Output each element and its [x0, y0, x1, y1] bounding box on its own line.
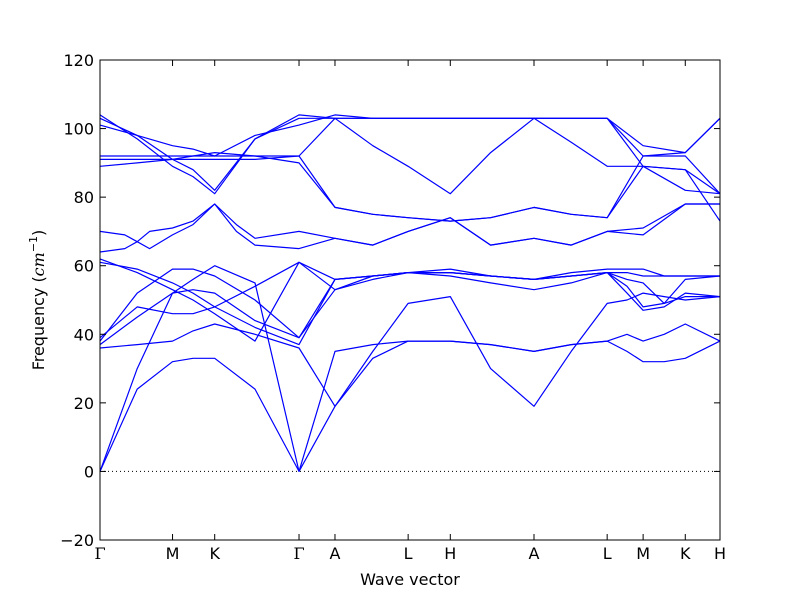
band-line-15	[99, 114, 721, 157]
y-axis-label-exponent: −1	[27, 236, 40, 252]
band-line-13	[99, 114, 721, 195]
x-tick-label: L	[404, 544, 413, 563]
band-line-10	[99, 203, 720, 246]
band-line-3	[99, 292, 721, 407]
y-tick-label: 100	[63, 120, 94, 139]
x-tick-label: L	[603, 544, 612, 563]
band-line-14	[99, 117, 721, 191]
band-line-6	[99, 261, 720, 339]
x-tick-label: A	[330, 544, 341, 563]
y-tick-label: 80	[74, 188, 94, 207]
y-tick-label: 120	[63, 51, 94, 70]
plot-frame	[99, 59, 721, 541]
band-line-2	[99, 340, 721, 472]
x-tick-label: A	[529, 544, 540, 563]
band-line-8	[99, 258, 720, 342]
band-line-5	[99, 268, 720, 342]
y-axis-label-suffix: )	[29, 230, 48, 236]
phonon-bands	[99, 114, 721, 472]
x-axis-label: Wave vector	[360, 570, 460, 589]
x-tick-label: M	[636, 544, 650, 563]
x-tick-label: H	[444, 544, 456, 563]
y-tick-label: −20	[60, 531, 94, 550]
x-tick-label: Γ	[293, 544, 304, 563]
y-tick-label: 20	[74, 394, 94, 413]
y-tick-label: 0	[84, 462, 94, 481]
x-tick-label: M	[166, 544, 180, 563]
x-tick-label: K	[680, 544, 691, 563]
band-line-1	[99, 265, 721, 472]
band-line-16	[100, 117, 721, 222]
band-line-11	[99, 152, 721, 222]
x-tick-label: K	[209, 544, 220, 563]
y-tick-label: 60	[74, 257, 94, 276]
y-axis-label-unit: cm	[29, 252, 48, 276]
axis-ticks: −20 0 20 40 60 80 100 120 Γ M K Γ A L H A L M K H	[60, 51, 726, 563]
y-axis-label: Frequency (cm−1)	[27, 230, 48, 371]
y-tick-label: 40	[74, 325, 94, 344]
band-line-9	[99, 203, 720, 253]
x-tick-label: Γ	[94, 544, 105, 563]
y-axis-label-prefix: Frequency (	[29, 276, 48, 370]
band-line-12	[100, 155, 721, 222]
x-tick-label: H	[714, 544, 726, 563]
